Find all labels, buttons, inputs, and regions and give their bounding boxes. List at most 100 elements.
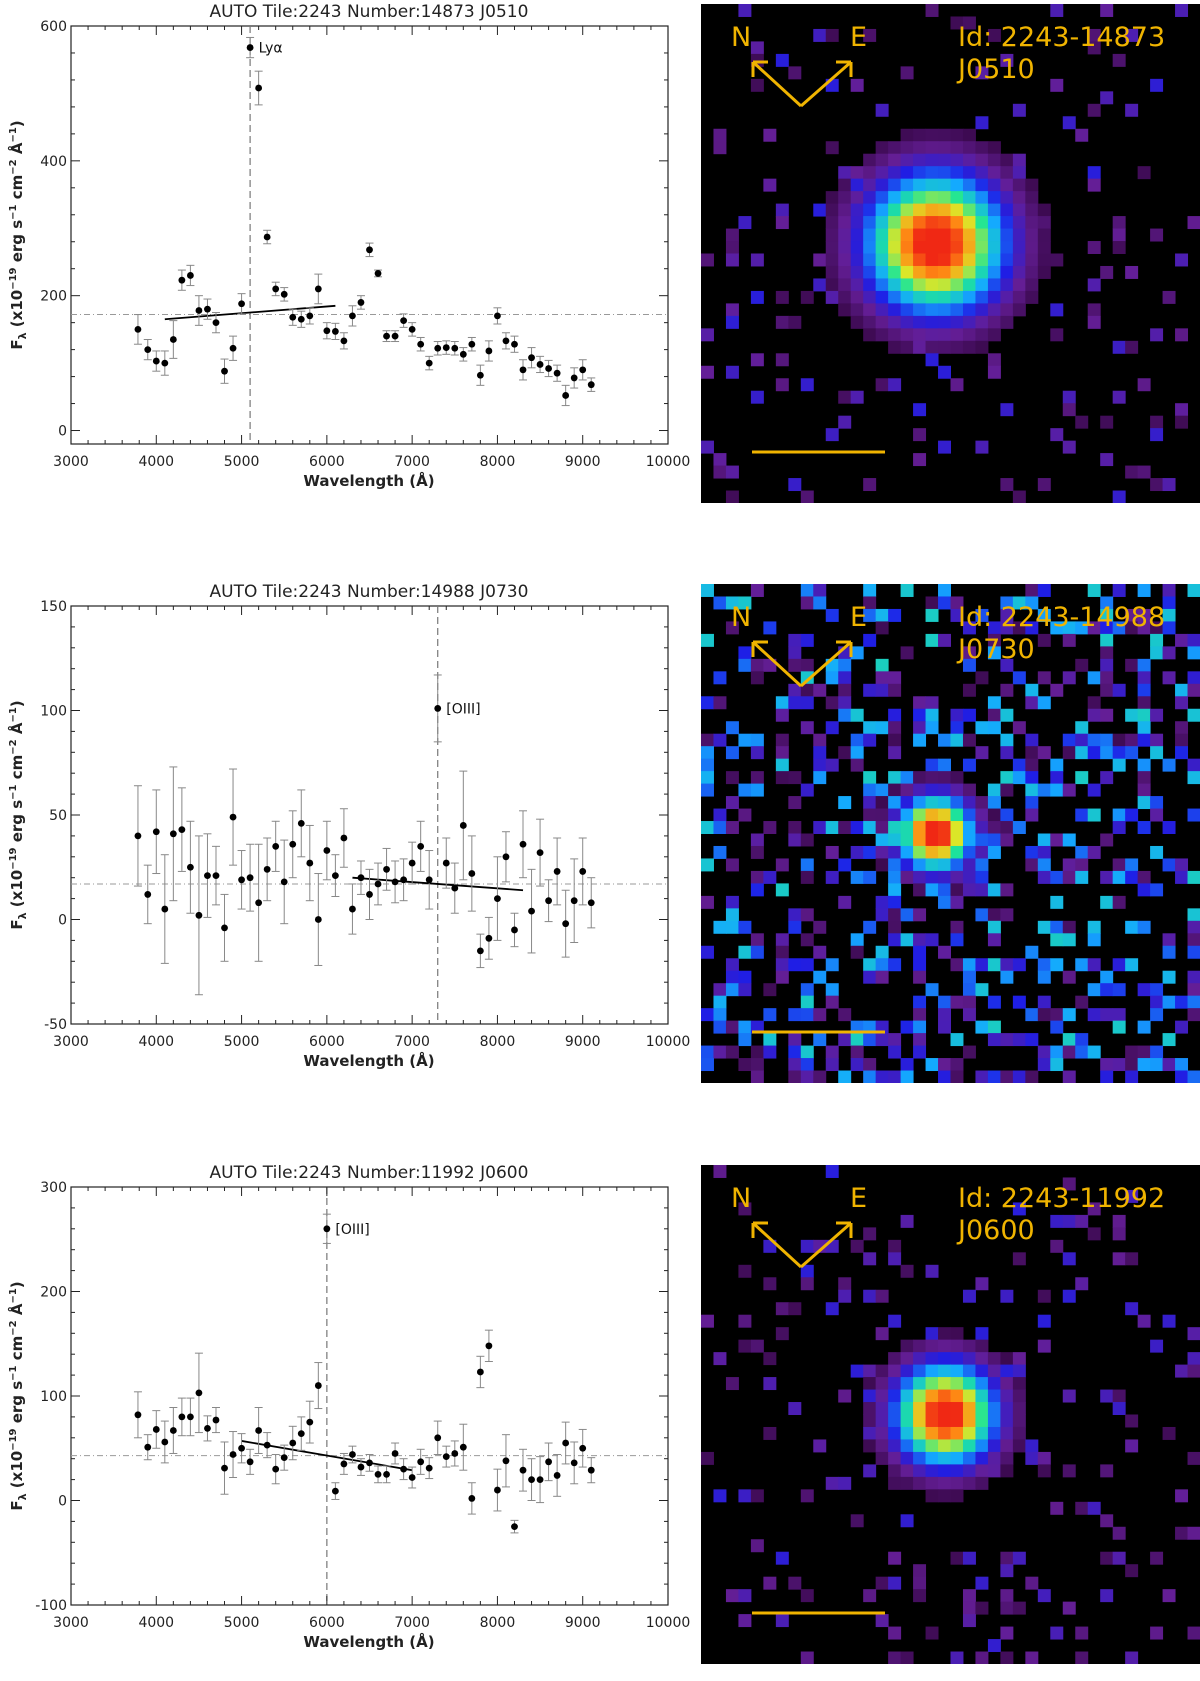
image-pixel [825, 958, 839, 972]
image-pixel [1150, 845, 1164, 859]
image-pixel [950, 883, 964, 897]
data-point [340, 337, 348, 345]
image-pixel [975, 290, 989, 304]
image-pixel [800, 858, 814, 872]
image-pixel [975, 821, 989, 834]
image-pixel [725, 1377, 739, 1391]
image-pixel [1125, 808, 1139, 822]
image-pixel [863, 721, 877, 735]
image-pixel [838, 265, 852, 279]
image-pixel [1162, 821, 1176, 834]
image-pixel [1075, 870, 1089, 884]
data-point [528, 907, 535, 915]
image-pixel [987, 808, 1001, 822]
reference-lines [71, 26, 668, 444]
image-pixel [1062, 920, 1076, 934]
image-pixel [900, 821, 914, 834]
image-pixel [775, 771, 789, 785]
image-pixel [962, 1377, 976, 1391]
image-pixel [750, 845, 764, 859]
image-pixel [788, 1576, 802, 1590]
image-pixel [775, 353, 789, 367]
image-pixel [938, 1402, 951, 1415]
image-pixel [1125, 958, 1139, 972]
image-pixel [888, 608, 902, 622]
image-pixel [750, 353, 764, 367]
image-pixel [750, 1070, 764, 1083]
image-pixel [813, 1070, 827, 1083]
image-pixel [1112, 1252, 1126, 1266]
image-pixel [1187, 1008, 1200, 1022]
image-pixel [900, 303, 914, 317]
image-pixel [1000, 596, 1014, 610]
image-pixel [825, 845, 839, 859]
y-tick-label: 300 [40, 1180, 67, 1196]
image-pixel [850, 166, 864, 180]
image-pixel [913, 783, 927, 797]
image-pixel [1112, 895, 1126, 909]
image-pixel [1012, 290, 1026, 304]
image-pixel [938, 945, 951, 959]
image-pixel [1000, 808, 1014, 822]
image-pixel [975, 1451, 989, 1465]
image-pixel [987, 290, 1001, 304]
image-pixel [925, 216, 939, 230]
image-pixel [738, 970, 752, 984]
image-pixel [825, 241, 839, 254]
image-pixel [925, 128, 939, 142]
x-tick-label: 5000 [224, 1615, 260, 1631]
image-pixel [875, 796, 889, 810]
image-pixel [1087, 983, 1101, 997]
image-pixel [950, 1489, 964, 1503]
image-pixel [750, 945, 764, 959]
image-pixel [775, 1614, 789, 1628]
image-pixel [863, 191, 877, 205]
image-pixel [987, 265, 1001, 279]
image-pixel [1000, 1601, 1014, 1615]
image-pixel [713, 1489, 727, 1503]
image-pixel [925, 166, 939, 180]
image-pixel [1087, 808, 1101, 822]
image-pixel [925, 1489, 939, 1503]
image-pixel [850, 315, 864, 329]
image-pixel [913, 328, 927, 342]
image-pixel [1100, 633, 1114, 647]
image-pixel [800, 490, 814, 503]
image-pixel [1162, 621, 1176, 635]
image-pixel [850, 1514, 864, 1528]
image-pixel [913, 265, 927, 279]
image-pixel [1162, 758, 1176, 772]
image-pixel [775, 958, 789, 972]
image-pixel [975, 1576, 989, 1590]
image-pixel [975, 1601, 989, 1615]
data-point [451, 884, 459, 892]
image-pixel [863, 253, 877, 267]
image-pixel [962, 658, 976, 672]
data-point [502, 853, 510, 861]
image-pixel [987, 1364, 1001, 1378]
image-pixel [938, 870, 951, 884]
image-pixel [1037, 1339, 1051, 1353]
image-pixel [938, 833, 951, 847]
data-point [400, 876, 408, 884]
image-pixel [975, 1020, 989, 1034]
data-point [494, 312, 501, 320]
image-pixel [1075, 1045, 1089, 1059]
image-pixel [913, 1389, 927, 1403]
data-point [331, 872, 339, 880]
image-pixel [987, 1389, 1001, 1403]
image-pixel [863, 278, 877, 292]
data-point [323, 1225, 331, 1233]
image-pixel [1187, 908, 1200, 922]
image-pixel [1012, 265, 1026, 279]
image-pixel [738, 1202, 752, 1216]
image-pixel [1000, 783, 1014, 797]
image-pixel [987, 708, 1001, 722]
image-pixel [987, 1033, 1001, 1047]
image-pixel [938, 365, 951, 379]
compass-arrows-icon [751, 60, 853, 108]
image-pixel [950, 895, 964, 909]
image-pixel [962, 265, 976, 279]
image-pixel [950, 315, 964, 329]
image-pixel [950, 1439, 964, 1453]
